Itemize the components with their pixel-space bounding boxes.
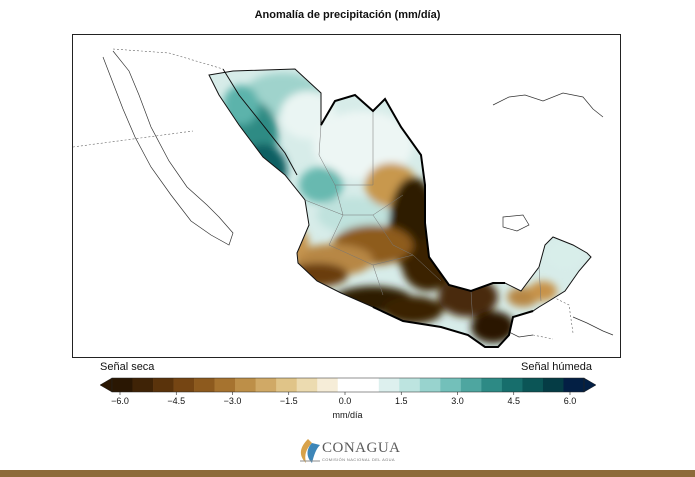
colorbar-cell <box>337 378 359 392</box>
colorbar-cell <box>378 378 400 392</box>
colorbar-tick-label: −6.0 <box>111 396 129 406</box>
colorbar-left-arrow <box>99 377 113 393</box>
colorbar-cell <box>501 378 523 392</box>
colorbar-cell <box>460 378 482 392</box>
colorbar: −6.0 −4.5 −3.0 −1.5 0.0 1.5 3.0 4.5 6.0 <box>99 377 597 406</box>
mexico-anomaly-map <box>73 48 614 348</box>
colorbar-tick-label: 0.0 <box>339 396 352 406</box>
colorbar-tick-label: 1.5 <box>395 396 408 406</box>
map-title: Anomalía de precipitación (mm/día) <box>254 9 441 21</box>
colorbar-cell <box>214 378 236 392</box>
colorbar-tick-label: 3.0 <box>451 396 464 406</box>
footer-bar <box>0 470 695 477</box>
colorbar-cell <box>481 378 503 392</box>
colorbar-cell <box>399 378 421 392</box>
colorbar-cell <box>542 378 564 392</box>
colorbar-cell <box>317 378 339 392</box>
colorbar-cell <box>440 378 462 392</box>
colorbar-cell <box>358 378 380 392</box>
colorbar-cell <box>522 378 544 392</box>
colorbar-tick-label: 4.5 <box>507 396 520 406</box>
colorbar-cell <box>255 378 277 392</box>
colorbar-cell <box>235 378 256 392</box>
colorbar-tick-label: 6.0 <box>564 396 577 406</box>
colorbar-cell <box>296 378 318 392</box>
colorbar-cell <box>132 378 154 392</box>
colorbar-cell <box>173 378 195 392</box>
colorbar-frame <box>111 377 585 393</box>
map-panel <box>72 34 621 358</box>
colorbar-unit: mm/día <box>332 410 363 420</box>
dry-signal-label: Señal seca <box>100 361 155 373</box>
colorbar-tick-label: −4.5 <box>167 396 185 406</box>
colorbar-cell <box>112 378 133 392</box>
colorbar-cell <box>563 378 585 392</box>
colorbar-tick-label: −1.5 <box>280 396 298 406</box>
colorbar-tick-label: −3.0 <box>224 396 242 406</box>
colorbar-cell <box>419 378 441 392</box>
colorbar-cell <box>276 378 297 392</box>
logo-subtitle: COMISIÓN NACIONAL DEL AGUA <box>322 457 396 462</box>
wet-signal-label: Señal húmeda <box>521 361 592 373</box>
colorbar-cell <box>153 378 174 392</box>
colorbar-right-arrow <box>583 377 597 393</box>
colorbar-cell <box>194 378 215 392</box>
conagua-logo-icon <box>300 439 320 463</box>
logo-name: CONAGUA <box>322 440 401 456</box>
